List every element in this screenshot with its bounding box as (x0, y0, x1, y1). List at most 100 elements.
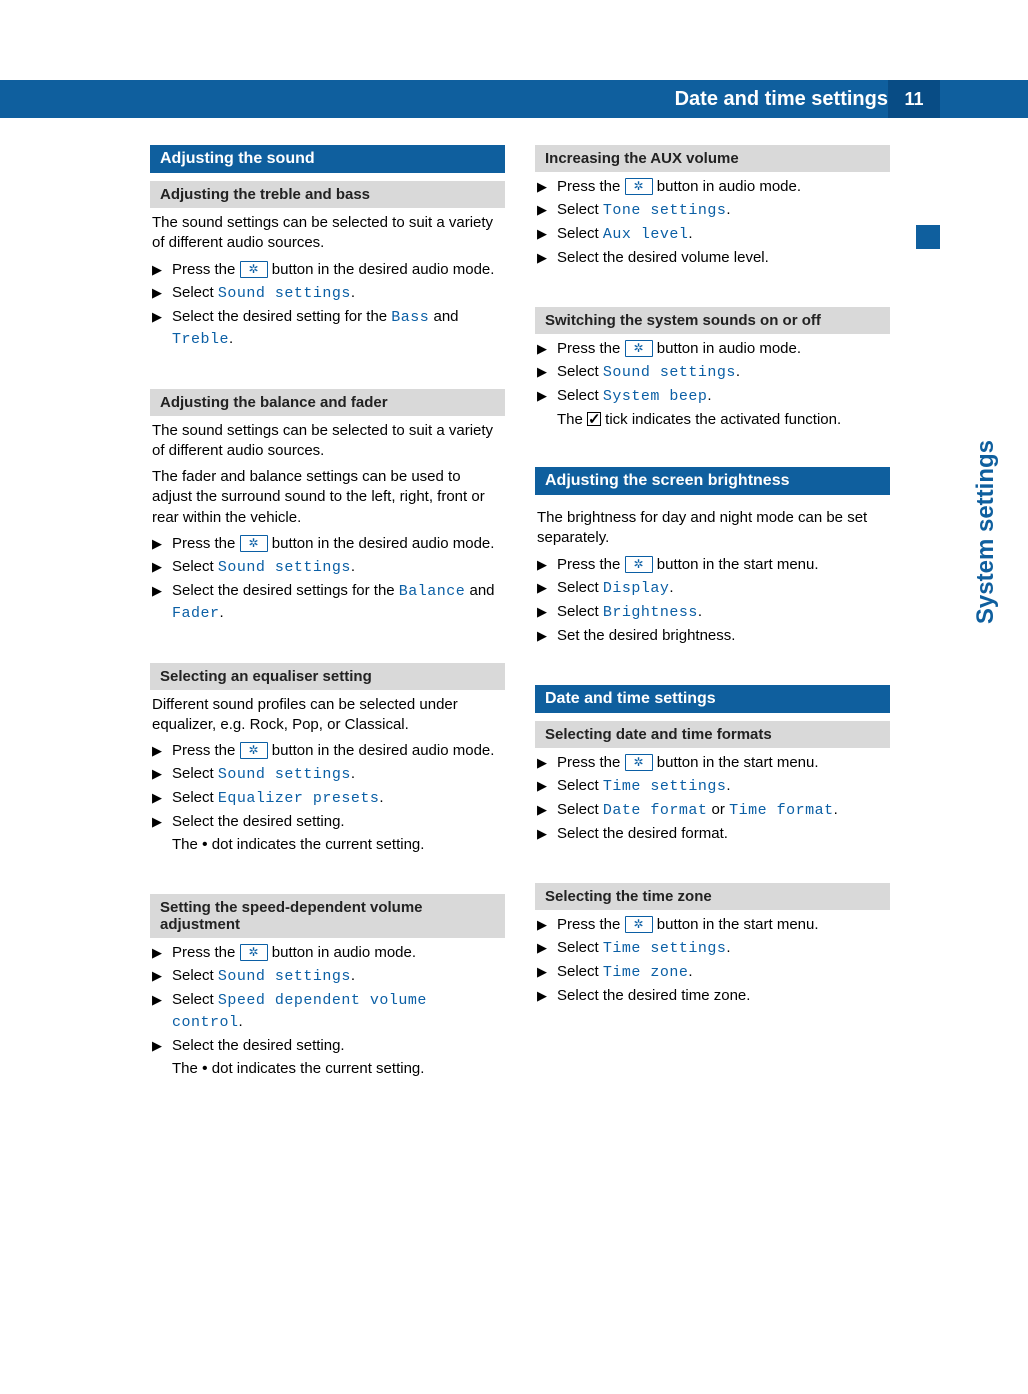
step-text: . (351, 765, 355, 782)
triangle-icon: ▶ (537, 963, 547, 981)
menu-option: Bass (391, 309, 429, 326)
step-text: button in the start menu. (653, 916, 819, 933)
menu-option: Time settings (603, 778, 727, 795)
step-text: Select the desired setting for the (172, 308, 391, 325)
step-item: ▶ Press the ✲ button in the start menu. (537, 554, 888, 575)
step-text: Select (557, 363, 603, 380)
step-item: ▶ Select Time settings. (537, 775, 888, 797)
triangle-icon: ▶ (537, 363, 547, 381)
menu-option: System beep (603, 388, 708, 405)
step-item: ▶ Select the desired volume level. (537, 247, 888, 268)
gear-icon: ✲ (625, 178, 653, 195)
triangle-icon: ▶ (537, 249, 547, 267)
step-item: ▶ Press the ✲ button in audio mode. (537, 176, 888, 197)
menu-option: Sound settings (603, 364, 736, 381)
step-text: . (220, 604, 224, 621)
steps-zone: ▶ Press the ✲ button in the start menu. … (535, 910, 890, 1009)
text-balance-intro1: The sound settings can be selected to su… (150, 416, 505, 463)
steps-eq: ▶ Press the ✲ button in the desired audi… (150, 736, 505, 857)
gear-icon: ✲ (625, 754, 653, 771)
step-text: . (229, 330, 233, 347)
menu-option: Sound settings (218, 559, 351, 576)
triangle-icon: ▶ (537, 825, 547, 843)
step-text: Press the (557, 754, 625, 771)
content-area: Adjusting the sound Adjusting the treble… (150, 145, 890, 1081)
step-text: . (834, 801, 838, 818)
menu-option: Brightness (603, 604, 698, 621)
heading-equaliser: Selecting an equaliser setting (150, 663, 505, 690)
step-text: . (688, 963, 692, 980)
step-text: Select (172, 558, 218, 575)
step-text: . (379, 789, 383, 806)
step-text: Select (172, 284, 218, 301)
header-band: Date and time settings (0, 80, 1028, 118)
checkbox-icon (587, 412, 601, 426)
step-text: or (707, 801, 729, 818)
triangle-icon: ▶ (537, 201, 547, 219)
triangle-icon: ▶ (537, 916, 547, 934)
step-item: ▶ Select Equalizer presets. (152, 787, 503, 809)
step-item: ▶ Press the ✲ button in the desired audi… (152, 740, 503, 761)
heading-treble-bass: Adjusting the treble and bass (150, 181, 505, 208)
step-text: Select (172, 967, 218, 984)
step-text: button in audio mode. (653, 340, 801, 357)
step-note: The • dot indicates the current setting. (152, 1058, 503, 1080)
menu-option: Time settings (603, 940, 727, 957)
step-text: Press the (172, 261, 240, 278)
step-text: Select the desired setting. (172, 813, 345, 830)
step-text: . (707, 387, 711, 404)
triangle-icon: ▶ (537, 754, 547, 772)
menu-option: Sound settings (218, 285, 351, 302)
steps-sys-sounds: ▶ Press the ✲ button in audio mode. ▶ Se… (535, 334, 890, 431)
triangle-icon: ▶ (537, 387, 547, 405)
step-item: ▶ Select Date format or Time format. (537, 799, 888, 821)
triangle-icon: ▶ (152, 308, 162, 326)
menu-option: Balance (399, 583, 466, 600)
heading-speed-volume: Setting the speed-dependent volume adjus… (150, 894, 505, 938)
step-text: button in audio mode. (268, 944, 416, 961)
step-text: button in the desired audio mode. (268, 535, 495, 552)
page-number: 11 (888, 80, 940, 118)
triangle-icon: ▶ (152, 967, 162, 985)
triangle-icon: ▶ (537, 579, 547, 597)
step-item: ▶ Select Tone settings. (537, 199, 888, 221)
step-text: The (557, 411, 587, 428)
triangle-icon: ▶ (152, 582, 162, 600)
step-text: Select (557, 201, 603, 218)
step-text: Press the (557, 916, 625, 933)
step-item: ▶ Select the desired time zone. (537, 985, 888, 1006)
text-treble-intro: The sound settings can be selected to su… (150, 208, 505, 255)
step-item: ▶ Select Speed dependent volume control. (152, 989, 503, 1033)
gear-icon: ✲ (625, 916, 653, 933)
step-item: ▶ Press the ✲ button in audio mode. (152, 942, 503, 963)
step-text: The (172, 836, 202, 853)
step-item: ▶ Press the ✲ button in the start menu. (537, 752, 888, 773)
heading-date-time: Date and time settings (535, 685, 890, 713)
right-column: Increasing the AUX volume ▶ Press the ✲ … (535, 145, 890, 1081)
steps-formats: ▶ Press the ✲ button in the start menu. … (535, 748, 890, 847)
step-text: Select the desired format. (557, 825, 728, 842)
step-text: dot indicates the current setting. (208, 836, 425, 853)
triangle-icon: ▶ (537, 801, 547, 819)
step-text: button in the start menu. (653, 754, 819, 771)
menu-option: Aux level (603, 226, 689, 243)
triangle-icon: ▶ (152, 558, 162, 576)
step-text: . (351, 284, 355, 301)
step-text: Select (557, 777, 603, 794)
step-item: ▶ Press the ✲ button in the desired audi… (152, 259, 503, 280)
step-text: Press the (557, 556, 625, 573)
step-text: Select (557, 963, 603, 980)
step-item: ▶ Select Sound settings. (152, 763, 503, 785)
step-text: Select (557, 939, 603, 956)
step-text: button in audio mode. (653, 178, 801, 195)
triangle-icon: ▶ (152, 991, 162, 1009)
triangle-icon: ▶ (537, 225, 547, 243)
steps-brightness: ▶ Press the ✲ button in the start menu. … (535, 550, 890, 649)
step-item: ▶ Select Sound settings. (152, 282, 503, 304)
step-text: . (351, 967, 355, 984)
step-item: ▶ Select Display. (537, 577, 888, 599)
step-item: ▶ Select Sound settings. (152, 965, 503, 987)
steps-speed: ▶ Press the ✲ button in audio mode. ▶ Se… (150, 938, 505, 1081)
text-eq-intro: Different sound profiles can be selected… (150, 690, 505, 737)
menu-option: Equalizer presets (218, 790, 380, 807)
